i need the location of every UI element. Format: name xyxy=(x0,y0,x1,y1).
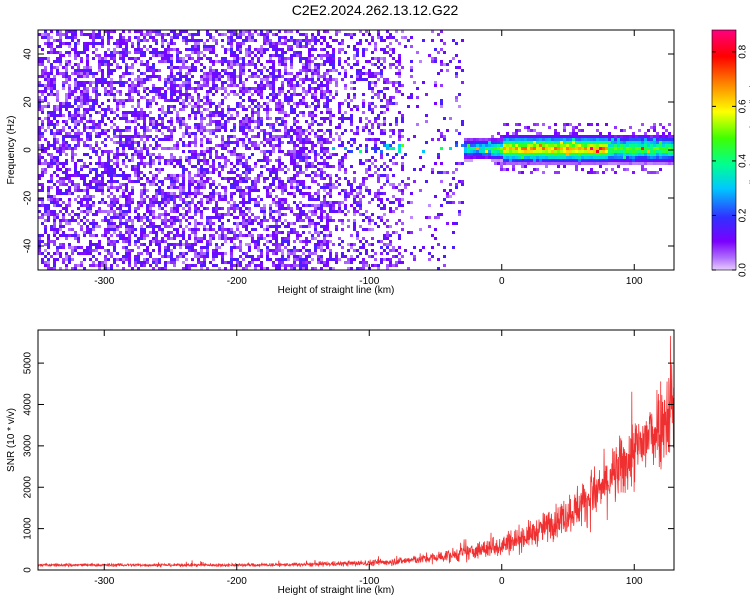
top-y-tick-label: -40 xyxy=(23,238,34,253)
bottom-y-tick-label: 3000 xyxy=(23,434,34,457)
bottom-x-tick-label: -200 xyxy=(227,576,247,587)
top-y-tick-label: 20 xyxy=(23,96,34,108)
colorbar-tick-label: 0.8 xyxy=(738,44,749,58)
top-x-tick-label: -100 xyxy=(359,276,379,287)
bottom-x-axis-title: Height of straight line (km) xyxy=(278,585,395,596)
colorbar-frame xyxy=(711,29,737,271)
top-y-tick-label: -20 xyxy=(23,190,34,205)
top-y-tick-label: 0 xyxy=(23,147,34,153)
snr-panel: -300 -200 -100 0 100010002000300040005000Hei… xyxy=(6,329,675,596)
bottom-x-tick-label: -100 xyxy=(359,576,379,587)
top-y-axis-title: Frequency (Hz) xyxy=(6,116,17,185)
bottom-y-tick-label: 5000 xyxy=(23,352,34,375)
bottom-y-tick-label: 0 xyxy=(23,567,34,573)
snr-series-line xyxy=(38,335,674,569)
colorbar-gradient xyxy=(712,30,736,270)
spectrogram-cells xyxy=(38,30,674,270)
bottom-x-tick-label: 0 xyxy=(499,576,505,587)
colorbar-tick-label: 0.2 xyxy=(738,208,749,222)
bottom-x-tick-label: -300 xyxy=(94,576,114,587)
snr-series-group xyxy=(38,335,674,569)
colorbar-tick-label: 0.4 xyxy=(738,154,749,168)
top-x-tick-label: 100 xyxy=(626,276,643,287)
colorbar-tick-label: 0.0 xyxy=(738,263,749,277)
top-x-tick-label: -200 xyxy=(227,276,247,287)
top-x-axis-title: Height of straight line (km) xyxy=(278,285,395,296)
top-x-tick-label: 0 xyxy=(499,276,505,287)
bottom-y-tick-label: 1000 xyxy=(23,517,34,540)
bottom-y-tick-label: 4000 xyxy=(23,393,34,416)
chart-title: C2E2.2024.262.13.12.G22 xyxy=(291,2,459,18)
bottom-y-axis-title: SNR (10 * v/v) xyxy=(6,408,17,472)
colorbar-tick-label: 0.6 xyxy=(738,99,749,113)
bottom-y-tick-label: 2000 xyxy=(23,476,34,499)
colorbar: 0.00.20.40.60.8Normalized spectral ampli… xyxy=(711,29,750,277)
top-y-tick-label: 40 xyxy=(23,48,34,60)
top-x-tick-label: -300 xyxy=(94,276,114,287)
bottom-x-tick-label: 100 xyxy=(626,576,643,587)
bottom-plot-frame xyxy=(37,329,675,571)
